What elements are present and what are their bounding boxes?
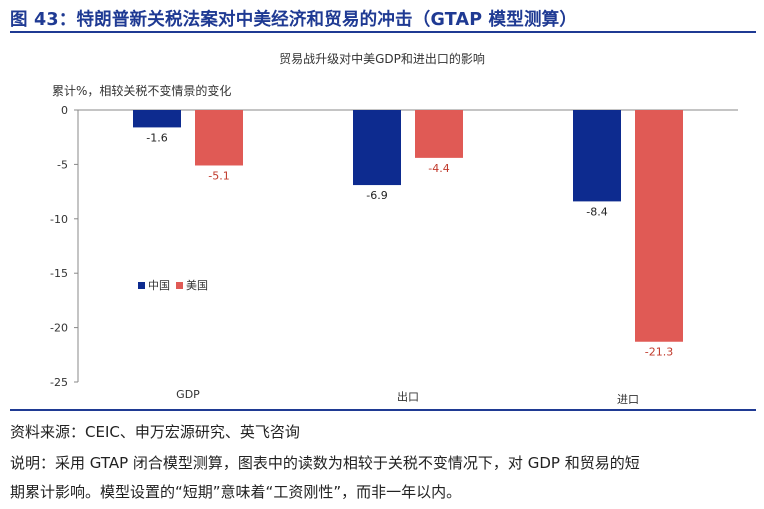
data-label: -5.1 <box>208 169 229 182</box>
legend-swatch <box>176 282 183 289</box>
bar <box>133 110 181 128</box>
chart-data-labels: -1.6 -5.1 -6.9 -4.4 -8.4 -21.3 <box>146 131 673 358</box>
source-note: 资料来源：CEIC、申万宏源研究、英飞咨询 <box>10 423 300 441</box>
legend-label: 美国 <box>186 279 208 292</box>
data-label: -6.9 <box>366 189 387 202</box>
y-tick-label: -10 <box>50 213 68 226</box>
y-tick-label: -25 <box>50 376 68 389</box>
bar <box>573 110 621 202</box>
data-label: -4.4 <box>428 162 449 175</box>
x-tick-label: 出口 <box>397 390 419 404</box>
bar <box>353 110 401 186</box>
footer-rule <box>10 409 756 411</box>
data-label: -21.3 <box>645 346 673 359</box>
explanation-line-2: 期累计影响。模型设置的“短期”意味着“工资刚性”，而非一年以内。 <box>10 483 462 501</box>
y-tick-label: -15 <box>50 267 68 280</box>
data-label: -1.6 <box>146 131 167 144</box>
chart-axes: 0 -5 -10 -15 -20 -25 GDP 出口 进口 <box>50 104 738 406</box>
y-axis-label: 累计%，相较关税不变情景的变化 <box>52 84 232 98</box>
chart-legend: 中国 美国 <box>138 279 208 292</box>
legend-label: 中国 <box>148 279 170 292</box>
data-label: -8.4 <box>586 205 607 218</box>
bar <box>415 110 463 158</box>
y-tick-label: -20 <box>50 322 68 335</box>
explanation-line-1: 说明：采用 GTAP 闭合模型测算，图表中的读数为相较于关税不变情况下，对 GD… <box>10 454 640 472</box>
bar <box>195 110 243 166</box>
title-rule <box>10 31 756 33</box>
x-tick-label: 进口 <box>617 393 639 406</box>
legend-swatch <box>138 282 145 289</box>
y-tick-label: -5 <box>57 158 68 171</box>
figure-title: 图 43：特朗普新关税法案对中美经济和贸易的冲击（GTAP 模型测算） <box>10 10 578 30</box>
chart-bars <box>133 110 683 342</box>
chart-title: 贸易战升级对中美GDP和进出口的影响 <box>279 52 485 66</box>
x-tick-label: GDP <box>176 388 200 401</box>
bar <box>635 110 683 342</box>
y-tick-label: 0 <box>61 104 68 117</box>
